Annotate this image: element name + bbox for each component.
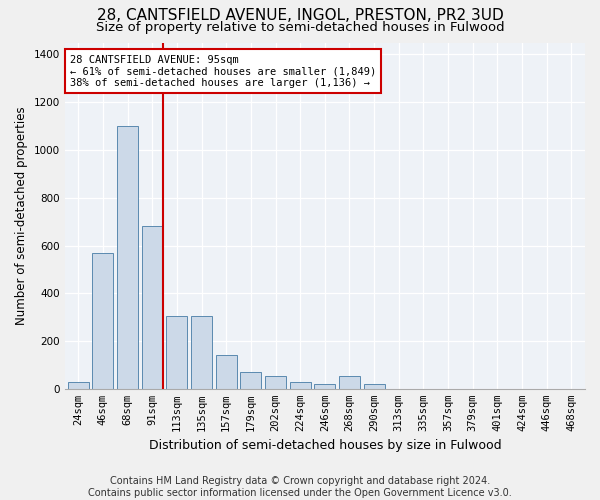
Bar [92,252,113,389]
Bar [290,382,311,389]
Bar [364,384,385,389]
Bar [142,226,163,389]
Bar [68,382,89,389]
Bar [117,126,138,389]
X-axis label: Distribution of semi-detached houses by size in Fulwood: Distribution of semi-detached houses by … [149,440,501,452]
Bar [216,356,236,389]
Bar [191,316,212,389]
Bar [339,376,360,389]
Text: Contains HM Land Registry data © Crown copyright and database right 2024.
Contai: Contains HM Land Registry data © Crown c… [88,476,512,498]
Bar [241,372,262,389]
Text: 28 CANTSFIELD AVENUE: 95sqm
← 61% of semi-detached houses are smaller (1,849)
38: 28 CANTSFIELD AVENUE: 95sqm ← 61% of sem… [70,54,376,88]
Y-axis label: Number of semi-detached properties: Number of semi-detached properties [15,106,28,325]
Text: 28, CANTSFIELD AVENUE, INGOL, PRESTON, PR2 3UD: 28, CANTSFIELD AVENUE, INGOL, PRESTON, P… [97,8,503,22]
Bar [166,316,187,389]
Bar [314,384,335,389]
Bar [265,376,286,389]
Text: Size of property relative to semi-detached houses in Fulwood: Size of property relative to semi-detach… [95,21,505,34]
